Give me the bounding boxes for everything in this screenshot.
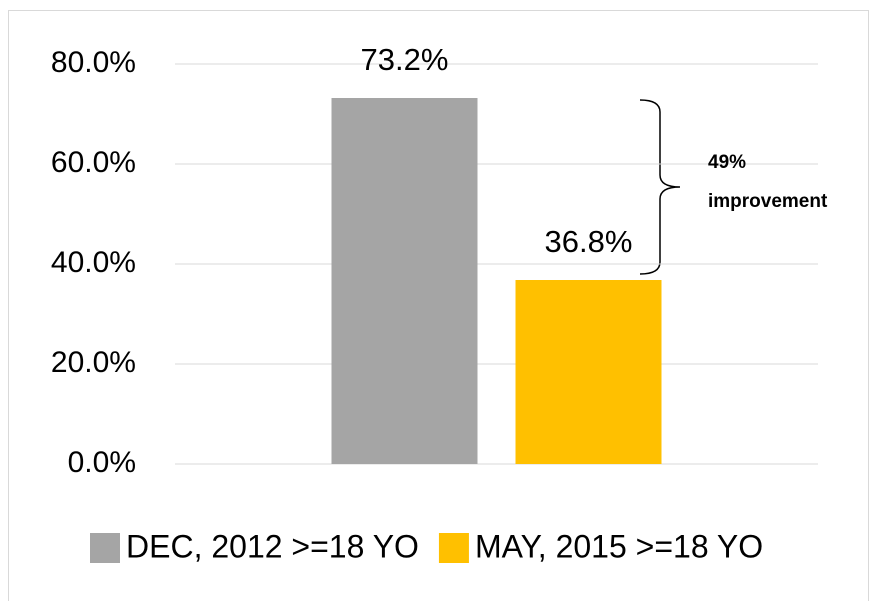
bracket: [639, 99, 681, 275]
legend-swatch: [90, 533, 120, 563]
value-label: 36.8%: [545, 224, 633, 259]
bar: [515, 280, 662, 464]
annotation: 49%: [708, 152, 746, 173]
legend-label: DEC, 2012 >=18 YO: [126, 528, 419, 564]
legend-label: MAY, 2015 >=18 YO: [475, 528, 763, 564]
y-tick-label: 20.0%: [51, 346, 136, 379]
value-label: 73.2%: [361, 42, 449, 77]
bar: [331, 98, 478, 464]
annotation: improvement: [708, 191, 828, 212]
legend-swatch: [438, 533, 469, 563]
y-tick-label: 0.0%: [68, 446, 136, 479]
y-tick-label: 80.0%: [51, 46, 136, 79]
y-tick-label: 40.0%: [51, 246, 136, 279]
y-tick-label: 60.0%: [51, 146, 136, 179]
